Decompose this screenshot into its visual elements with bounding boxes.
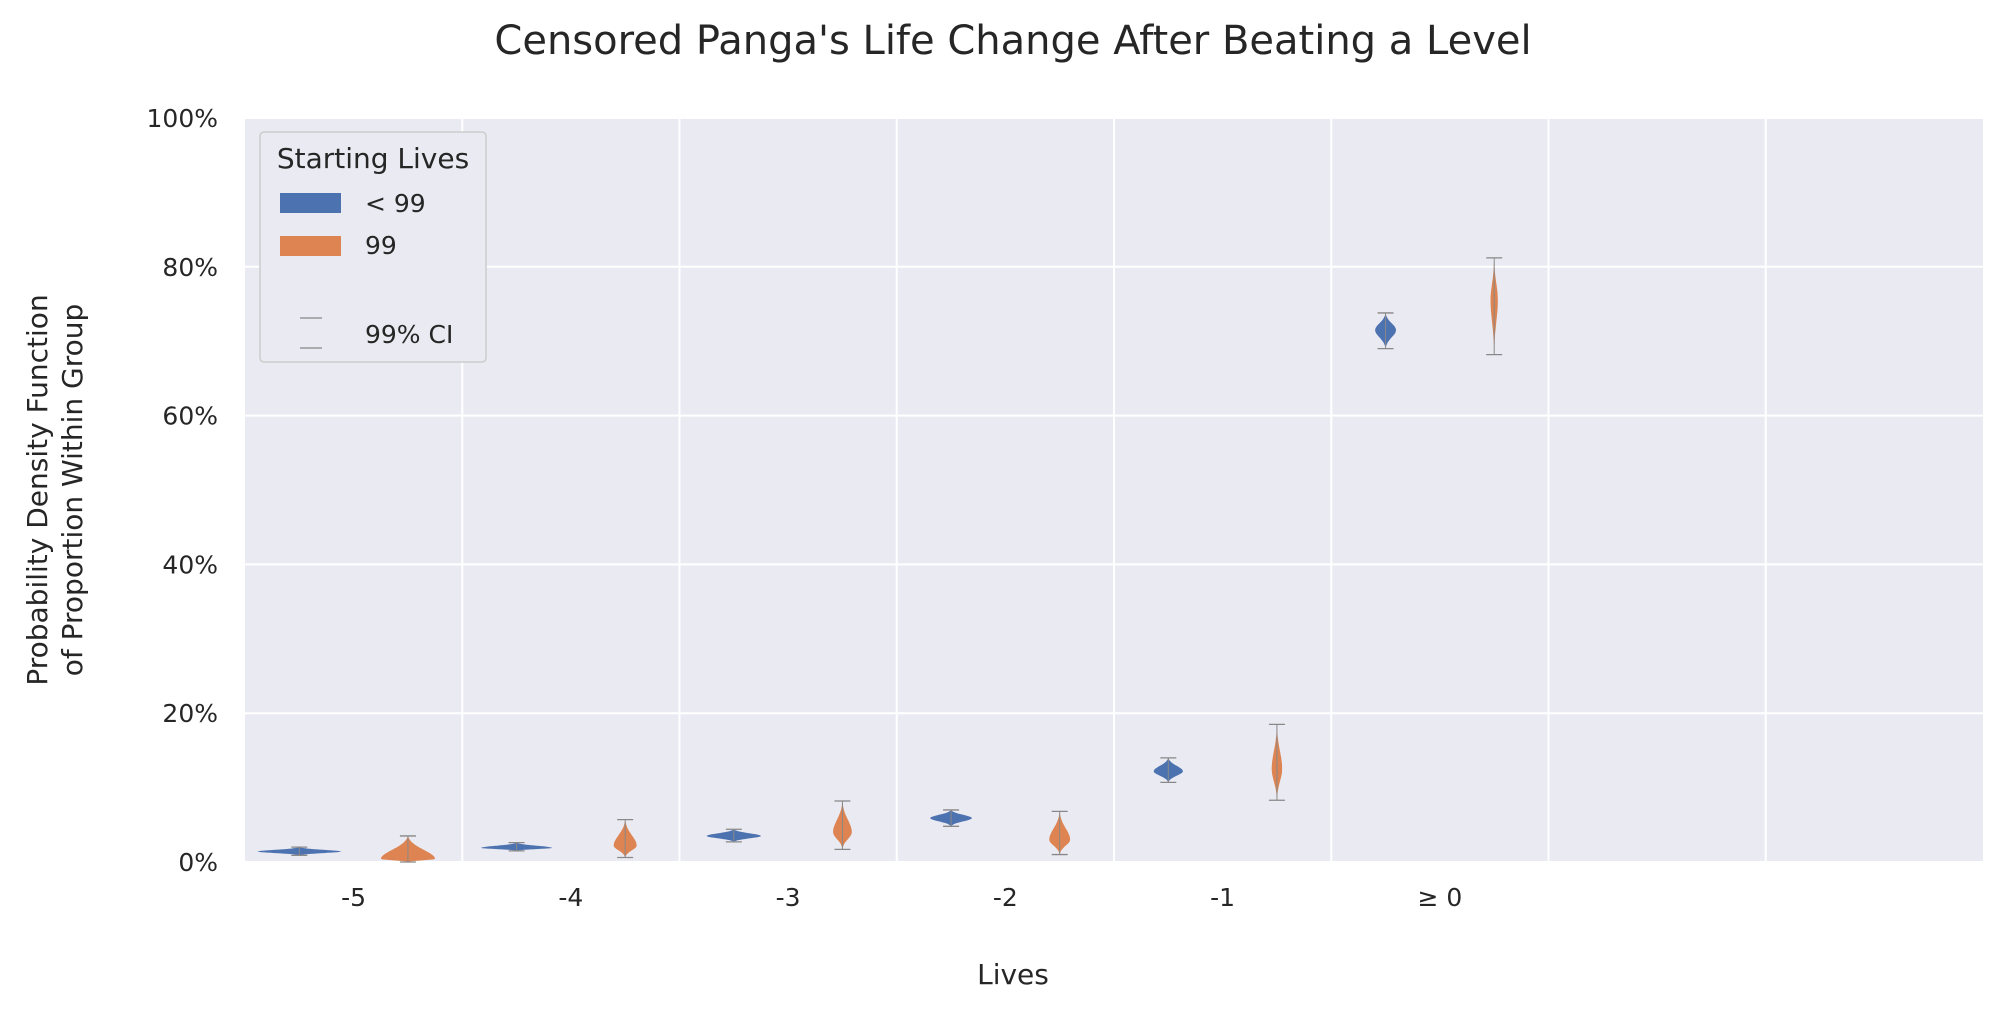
legend-label-ci: 99% CI [365,320,453,349]
legend-title: Starting Lives [277,142,469,175]
x-tick-label: -2 [993,883,1018,912]
x-tick-label: ≥ 0 [1417,883,1462,912]
legend-swatch-under-99 [280,193,341,213]
violin [706,828,761,843]
violin [1268,723,1285,801]
violin [1153,757,1183,784]
violin [1375,312,1396,350]
violin [257,846,341,856]
violin [613,818,637,859]
x-tick-labels: -5 -4 -3 -2 -1 ≥ 0 [341,883,1462,912]
violin [833,800,852,851]
y-axis-label: Probability Density Function of Proporti… [21,294,89,685]
legend: Starting Lives < 99 99 99% CI [259,131,487,363]
violin [1049,810,1071,856]
y-axis-label-line-1: Probability Density Function [21,294,54,685]
y-tick-label: 100% [147,104,218,133]
legend-label-under-99: < 99 [365,189,426,218]
x-axis-label: Lives [977,958,1049,991]
legend-swatch-99 [280,236,341,256]
legend-frame [259,131,487,363]
y-tick-labels: 0% 20% 40% 60% 80% 100% [147,104,218,877]
y-tick-label: 20% [162,699,218,728]
y-tick-label: 80% [162,253,218,282]
x-tick-label: -5 [341,883,366,912]
y-tick-label: 60% [162,402,218,431]
violin [1486,257,1503,356]
violin [930,809,972,827]
grid-lines [245,117,1983,863]
y-axis-label-line-2: of Proportion Within Group [56,304,89,677]
y-tick-label: 0% [178,848,218,877]
x-tick-label: -4 [558,883,583,912]
x-tick-label: -1 [1210,883,1235,912]
violin [380,835,435,863]
violins [257,257,1503,863]
legend-label-99: 99 [365,231,397,260]
x-tick-label: -3 [776,883,801,912]
violin [481,842,552,852]
chart-title: Censored Panga's Life Change After Beati… [494,18,1531,64]
y-tick-label: 40% [162,550,218,579]
